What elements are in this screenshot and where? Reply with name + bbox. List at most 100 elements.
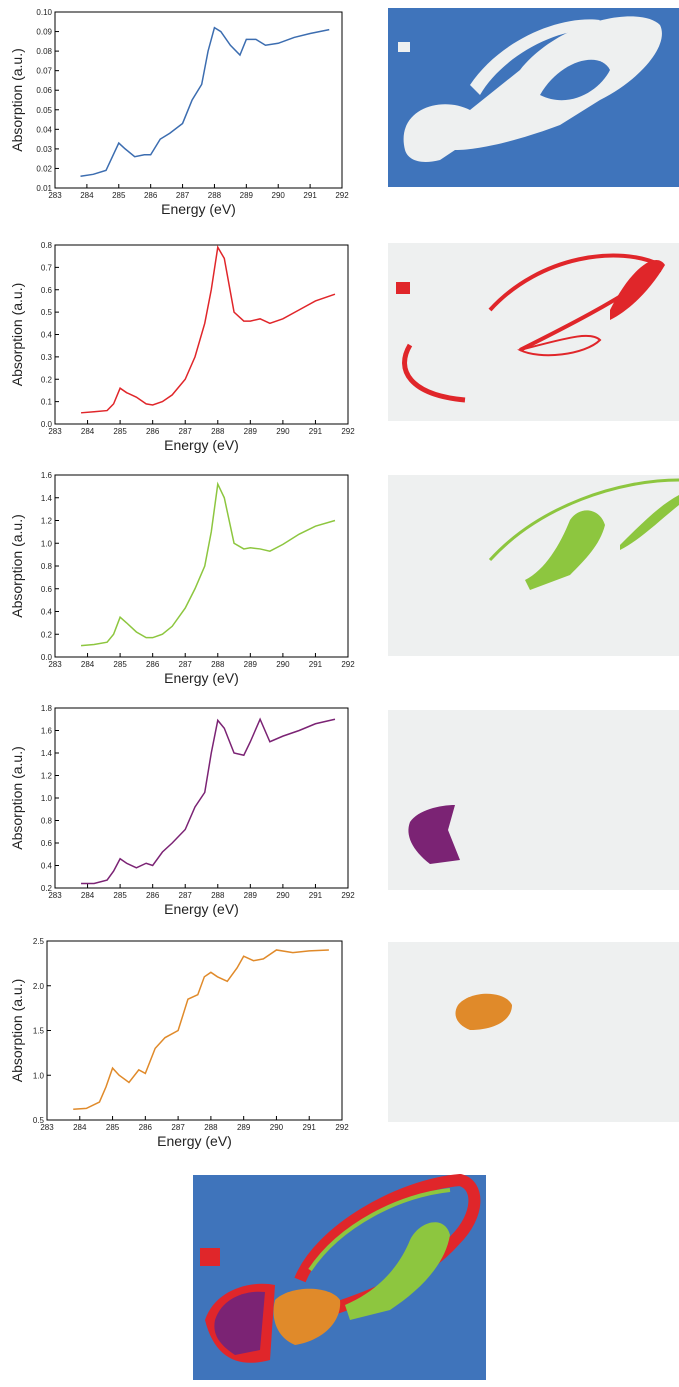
x-tick-label: 290 — [276, 891, 290, 900]
x-axis-label: Energy (eV) — [164, 670, 239, 686]
x-axis-label: Energy (eV) — [164, 437, 239, 453]
y-tick-label: 1.2 — [41, 772, 53, 781]
line-series — [80, 26, 330, 178]
y-tick-label: 0.4 — [41, 331, 53, 340]
y-tick-label: 0.3 — [41, 353, 53, 362]
x-tick-label: 284 — [80, 191, 94, 200]
plot-frame — [54, 474, 349, 658]
y-tick-label: 0.10 — [36, 8, 52, 17]
map-3 — [388, 475, 679, 656]
y-axis-label: Absorption (a.u.) — [9, 979, 25, 1083]
x-tick-label: 285 — [113, 427, 127, 436]
y-axis-label: Absorption (a.u.) — [9, 48, 25, 152]
y-tick-label: 1.4 — [41, 749, 53, 758]
x-tick-label: 287 — [179, 891, 193, 900]
x-axis-label: Energy (eV) — [164, 901, 239, 917]
x-tick-label: 288 — [211, 660, 225, 669]
x-tick-label: 283 — [48, 891, 62, 900]
y-tick-label: 0.5 — [41, 308, 53, 317]
x-tick-label: 287 — [179, 660, 193, 669]
y-tick-label: 0.8 — [41, 562, 53, 571]
x-tick-label: 286 — [144, 191, 158, 200]
x-tick-label: 283 — [40, 1123, 54, 1132]
combined-map — [193, 1173, 486, 1380]
x-tick-label: 291 — [303, 191, 317, 200]
y-tick-label: 1.0 — [41, 794, 53, 803]
y-tick-label: 0.01 — [36, 184, 52, 193]
x-tick-label: 290 — [276, 660, 290, 669]
y-tick-label: 0.09 — [36, 28, 52, 37]
y-tick-label: 0.03 — [36, 145, 52, 154]
line-series — [73, 949, 329, 1111]
chart: 0.2 0.4 0.6 0.8 1.0 1.2 1.4 1.6 1.8 283 284 285 286 2… — [9, 704, 355, 917]
x-tick-label: 283 — [48, 660, 62, 669]
x-tick-label: 283 — [48, 427, 62, 436]
x-tick-label: 284 — [73, 1123, 87, 1132]
x-tick-label: 286 — [146, 660, 160, 669]
x-tick-label: 292 — [335, 1123, 349, 1132]
map-5 — [388, 942, 679, 1122]
x-tick-label: 289 — [240, 191, 254, 200]
x-tick-label: 289 — [237, 1123, 251, 1132]
x-tick-label: 288 — [204, 1123, 218, 1132]
y-axis-label: Absorption (a.u.) — [9, 514, 25, 618]
chart: 0.01 0.02 0.03 0.04 0.05 0.06 0.07 0.08 0.09 0.10… — [9, 8, 349, 217]
x-tick-label: 288 — [208, 191, 222, 200]
y-tick-label: 0.5 — [33, 1116, 45, 1125]
y-axis-label: Absorption (a.u.) — [9, 283, 25, 387]
x-tick-label: 285 — [112, 191, 126, 200]
y-tick-label: 0.2 — [41, 884, 53, 893]
x-tick-label: 292 — [341, 891, 355, 900]
map-4 — [388, 710, 679, 890]
x-tick-label: 285 — [106, 1123, 120, 1132]
x-tick-label: 292 — [341, 427, 355, 436]
y-tick-label: 1.2 — [41, 517, 53, 526]
line-series — [80, 245, 336, 414]
y-tick-label: 1.6 — [41, 727, 53, 736]
y-tick-label: 0.4 — [41, 862, 53, 871]
x-tick-label: 285 — [113, 891, 127, 900]
x-tick-label: 284 — [81, 891, 95, 900]
x-tick-label: 288 — [211, 427, 225, 436]
y-tick-label: 0.06 — [36, 86, 52, 95]
y-tick-label: 0.02 — [36, 164, 52, 173]
x-tick-label: 291 — [309, 427, 323, 436]
y-tick-label: 0.8 — [41, 241, 53, 250]
x-tick-label: 290 — [270, 1123, 284, 1132]
y-tick-label: 0.05 — [36, 106, 52, 115]
x-tick-label: 288 — [211, 891, 225, 900]
y-tick-label: 0.07 — [36, 67, 52, 76]
y-tick-label: 1.0 — [41, 539, 53, 548]
chart: 0.0 0.2 0.4 0.6 0.8 1.0 1.2 1.4 1.6 283 284 285 286 2… — [9, 471, 355, 686]
y-tick-label: 1.5 — [33, 1027, 45, 1036]
y-tick-label: 0.04 — [36, 125, 52, 134]
x-tick-label: 289 — [244, 891, 258, 900]
line-series — [81, 717, 336, 885]
x-axis-label: Energy (eV) — [161, 201, 236, 217]
y-tick-label: 0.6 — [41, 585, 53, 594]
y-tick-label: 0.2 — [41, 630, 53, 639]
map-1 — [388, 8, 679, 187]
x-tick-label: 284 — [81, 660, 95, 669]
y-tick-label: 0.0 — [41, 653, 53, 662]
x-tick-label: 287 — [171, 1123, 185, 1132]
map-2 — [388, 243, 679, 421]
y-tick-label: 0.6 — [41, 839, 53, 848]
y-tick-label: 0.6 — [41, 286, 53, 295]
x-tick-label: 292 — [341, 660, 355, 669]
x-axis-label: Energy (eV) — [157, 1133, 232, 1149]
y-tick-label: 0.08 — [36, 47, 52, 56]
y-tick-label: 0.1 — [41, 398, 53, 407]
plot-frame — [54, 11, 343, 189]
chart: 0.5 1.0 1.5 2.0 2.5 283 284 285 286 287 288 289 290 2… — [9, 937, 349, 1149]
y-tick-label: 1.4 — [41, 494, 53, 503]
x-tick-label: 285 — [113, 660, 127, 669]
y-tick-label: 1.0 — [33, 1071, 45, 1080]
x-tick-label: 286 — [146, 427, 160, 436]
x-tick-label: 291 — [309, 660, 323, 669]
y-tick-label: 1.6 — [41, 471, 53, 480]
y-tick-label: 0.0 — [41, 420, 53, 429]
y-tick-label: 0.7 — [41, 263, 53, 272]
x-tick-label: 289 — [244, 660, 258, 669]
